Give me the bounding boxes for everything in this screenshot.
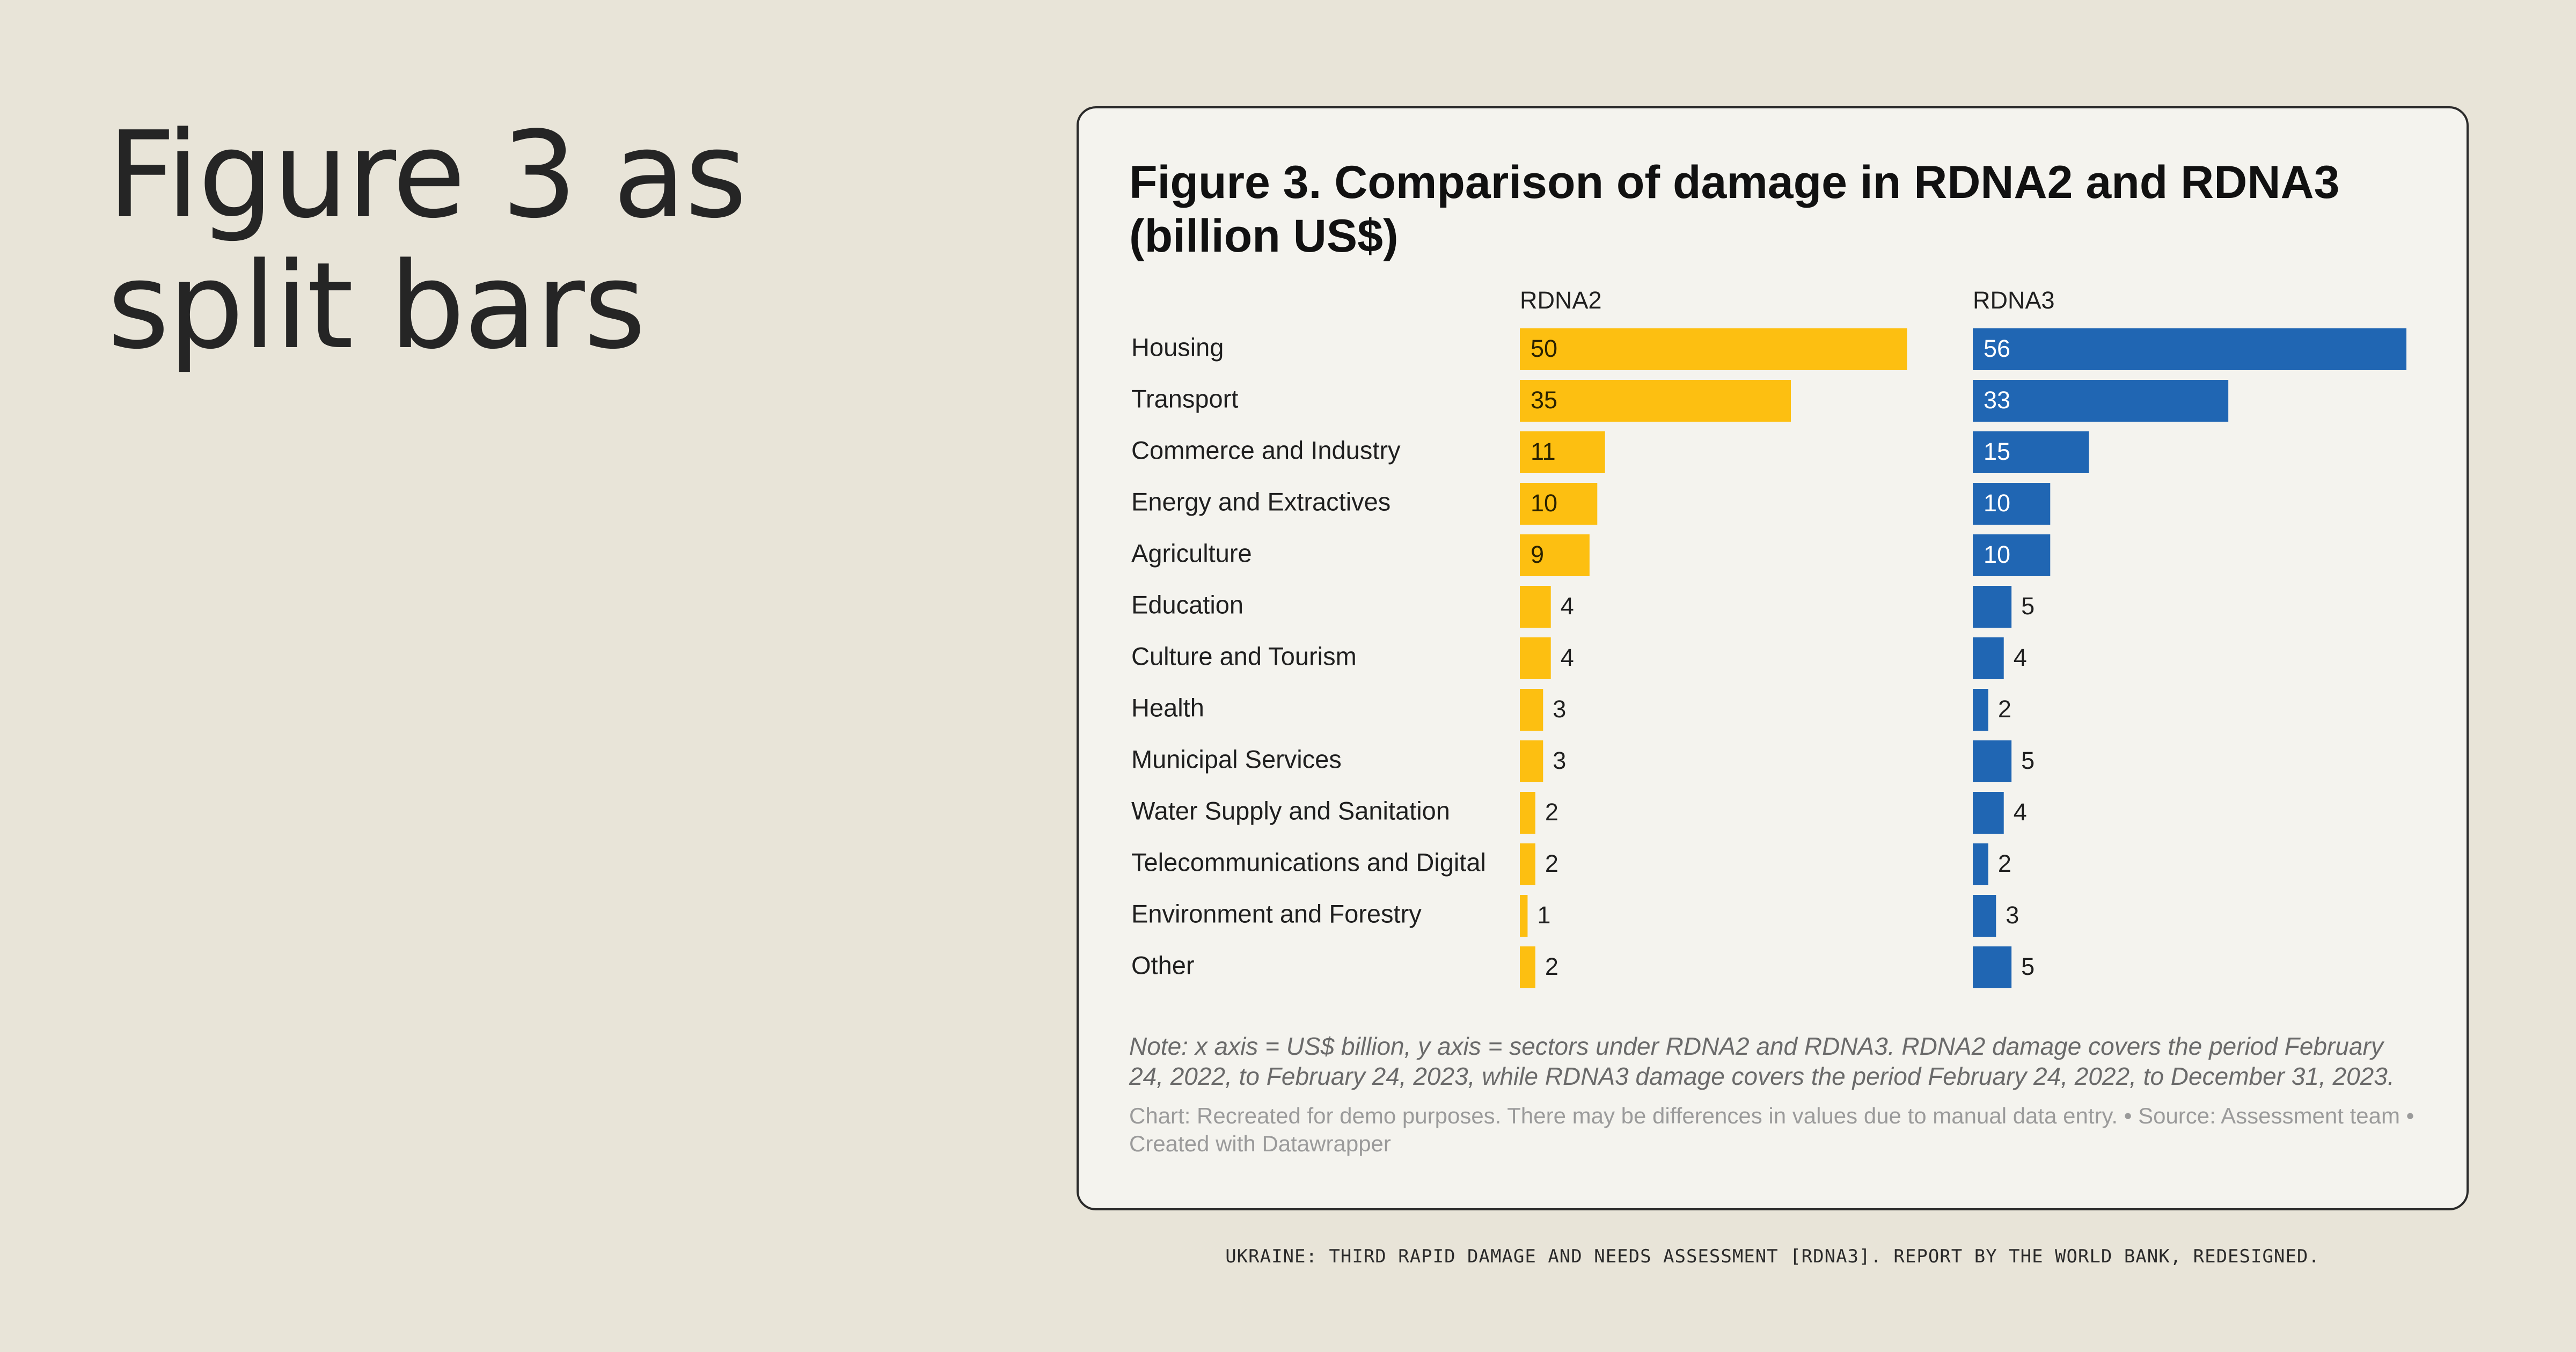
chart-card [1077, 106, 2469, 1210]
value-label-rdna2-energy-and-extractives: 10 [1531, 489, 1557, 517]
bar-rdna2-housing [1520, 328, 1907, 370]
page-heading: Figure 3 as split bars [107, 106, 747, 376]
category-label-other: Other [1131, 951, 1195, 979]
category-label-energy-and-extractives: Energy and Extractives [1131, 487, 1391, 516]
value-label-rdna2-housing: 50 [1531, 335, 1557, 362]
bar-rdna2-environment-and-forestry [1520, 895, 1528, 937]
value-label-rdna2-other: 2 [1545, 953, 1558, 980]
bar-rdna2-other [1520, 946, 1535, 988]
value-label-rdna3-transport: 33 [1984, 386, 2010, 414]
series-header-rdna3: RDNA3 [1973, 286, 2055, 314]
bar-rdna3-commerce-and-industry [1973, 431, 2089, 473]
value-label-rdna2-environment-and-forestry: 1 [1537, 901, 1550, 929]
bar-rdna3-other [1973, 946, 2012, 988]
value-label-rdna3-agriculture: 10 [1984, 541, 2010, 568]
value-label-rdna3-commerce-and-industry: 15 [1984, 438, 2010, 465]
value-label-rdna3-environment-and-forestry: 3 [2006, 901, 2019, 929]
bar-rdna3-telecommunications-and-digital [1973, 843, 1988, 885]
bar-rdna3-transport [1973, 380, 2229, 422]
bar-rdna3-housing [1973, 328, 2406, 370]
value-label-rdna2-transport: 35 [1531, 386, 1557, 414]
value-label-rdna3-culture-and-tourism: 4 [2014, 644, 2027, 671]
value-label-rdna2-culture-and-tourism: 4 [1561, 644, 1574, 671]
category-label-commerce-and-industry: Commerce and Industry [1131, 436, 1401, 464]
category-label-health: Health [1131, 693, 1204, 722]
bar-rdna2-culture-and-tourism [1520, 637, 1551, 679]
value-label-rdna3-municipal-services: 5 [2021, 747, 2035, 774]
bar-rdna2-telecommunications-and-digital [1520, 843, 1535, 885]
series-header-rdna2: RDNA2 [1520, 286, 1602, 314]
bar-rdna3-energy-and-extractives [1973, 483, 2051, 525]
value-label-rdna2-telecommunications-and-digital: 2 [1545, 850, 1558, 877]
bar-rdna2-transport [1520, 380, 1791, 422]
bar-rdna3-health [1973, 689, 1988, 731]
category-label-telecommunications-and-digital: Telecommunications and Digital [1131, 848, 1486, 876]
value-label-rdna3-water-supply-and-sanitation: 4 [2014, 798, 2027, 826]
bar-rdna2-commerce-and-industry [1520, 431, 1605, 473]
value-label-rdna3-housing: 56 [1984, 335, 2010, 362]
bar-rdna3-agriculture [1973, 534, 2051, 576]
value-label-rdna2-health: 3 [1553, 695, 1566, 723]
category-label-environment-and-forestry: Environment and Forestry [1131, 899, 1422, 928]
bar-rdna2-health [1520, 689, 1543, 731]
category-label-transport: Transport [1131, 384, 1238, 413]
chart-note: Note: x axis = US$ billion, y axis = sec… [1129, 1032, 2395, 1090]
bar-rdna3-education [1973, 586, 2012, 628]
value-label-rdna3-telecommunications-and-digital: 2 [1998, 850, 2011, 877]
bar-rdna3-culture-and-tourism [1973, 637, 2004, 679]
page-footer: UKRAINE: THIRD RAPID DAMAGE AND NEEDS AS… [1225, 1246, 2320, 1267]
chart-credit: Chart: Recreated for demo purposes. Ther… [1129, 1103, 2414, 1156]
value-label-rdna2-education: 4 [1561, 592, 1574, 620]
bar-rdna2-agriculture [1520, 534, 1590, 576]
category-label-agriculture: Agriculture [1131, 539, 1252, 567]
bar-rdna2-education [1520, 586, 1551, 628]
value-label-rdna2-municipal-services: 3 [1553, 747, 1566, 774]
category-label-housing: Housing [1131, 333, 1224, 361]
chart-title: Figure 3. Comparison of damage in RDNA2 … [1129, 157, 2340, 262]
value-label-rdna3-energy-and-extractives: 10 [1984, 489, 2010, 517]
category-label-municipal-services: Municipal Services [1131, 745, 1342, 773]
bar-rdna2-energy-and-extractives [1520, 483, 1598, 525]
category-label-culture-and-tourism: Culture and Tourism [1131, 642, 1357, 670]
value-label-rdna3-education: 5 [2021, 592, 2035, 620]
value-label-rdna2-commerce-and-industry: 11 [1531, 438, 1556, 465]
value-label-rdna3-health: 2 [1998, 695, 2011, 723]
value-label-rdna2-agriculture: 9 [1531, 541, 1544, 568]
category-label-education: Education [1131, 590, 1243, 619]
bar-rdna2-water-supply-and-sanitation [1520, 792, 1535, 834]
bar-rdna3-municipal-services [1973, 740, 2012, 782]
bar-rdna3-environment-and-forestry [1973, 895, 1996, 937]
bar-rdna2-municipal-services [1520, 740, 1543, 782]
bar-rdna3-water-supply-and-sanitation [1973, 792, 2004, 834]
category-label-water-supply-and-sanitation: Water Supply and Sanitation [1131, 796, 1450, 825]
value-label-rdna2-water-supply-and-sanitation: 2 [1545, 798, 1558, 826]
value-label-rdna3-other: 5 [2021, 953, 2035, 980]
